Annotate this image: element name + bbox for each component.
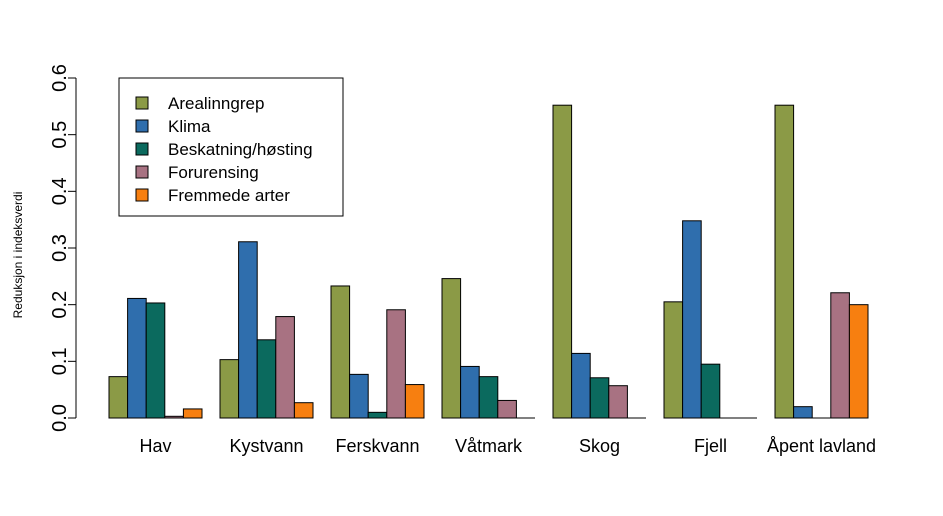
category-label-2: Ferskvann (335, 436, 419, 456)
category-label-3: Våtmark (455, 436, 523, 456)
category-label-5: Fjell (694, 436, 727, 456)
legend-label-3: Forurensing (168, 163, 259, 182)
bar-2-3 (386, 309, 406, 419)
category-label-4: Skog (579, 436, 620, 456)
legend-swatch-0 (135, 96, 149, 110)
legend-swatch-1 (135, 119, 149, 133)
bar-5-2 (700, 363, 721, 419)
bar-5-0 (663, 301, 684, 419)
y-tick-label-0: 0.0 (49, 404, 71, 432)
category-label-6: Åpent lavland (767, 436, 876, 456)
bar-4-3 (608, 385, 628, 419)
bar-2-4 (404, 384, 425, 419)
category-label-1: Kystvann (229, 436, 303, 456)
y-tick-label-1: 0.1 (49, 347, 71, 375)
legend: Arealinngrep Klima Beskatning/høsting Forur… (118, 77, 344, 217)
bar-3-2 (478, 376, 499, 419)
bar-0-4 (182, 408, 203, 419)
bar-3-1 (460, 365, 480, 419)
bar-6-4 (848, 304, 869, 419)
category-labels: Hav Kystvann Ferskvann Våtmark Skog Fjell Åpen… (139, 436, 876, 456)
legend-swatch-2 (135, 142, 149, 156)
bar-1-4 (293, 402, 314, 419)
y-tick-label-2: 0.2 (49, 291, 71, 319)
bar-4-2 (589, 377, 610, 419)
legend-label-2: Beskatning/høsting (168, 140, 313, 159)
category-label-0: Hav (139, 436, 171, 456)
y-tick-label-3: 0.3 (49, 234, 71, 262)
bar-1-0 (219, 359, 240, 419)
bars (108, 104, 869, 419)
y-tick-label-5: 0.5 (49, 121, 71, 149)
bar-2-2 (367, 411, 388, 419)
bar-5-1 (682, 220, 702, 419)
y-axis-label: Reduksjon i indeksverdi (11, 192, 25, 319)
legend-swatch-4 (135, 188, 149, 202)
bar-2-0 (330, 285, 351, 419)
bar-0-0 (108, 376, 129, 419)
bar-4-0 (552, 104, 573, 419)
bar-1-3 (275, 316, 295, 419)
bar-4-1 (571, 352, 591, 419)
bar-1-1 (238, 241, 258, 419)
legend-swatch-3 (135, 165, 149, 179)
bar-0-2 (145, 302, 166, 419)
bar-3-3 (497, 399, 517, 419)
legend-label-0: Arealinngrep (168, 94, 264, 113)
bar-1-2 (256, 339, 277, 419)
bar-6-3 (830, 292, 850, 419)
bar-2-1 (349, 373, 369, 419)
y-tick-label-4: 0.4 (49, 177, 71, 205)
bar-6-1 (793, 406, 813, 419)
bar-0-1 (127, 297, 147, 419)
legend-box (118, 77, 344, 217)
y-axis: 0.0 0.1 0.2 0.3 0.4 0.5 0.6 (49, 64, 77, 432)
legend-label-4: Fremmede arter (168, 186, 290, 205)
bar-3-0 (441, 278, 462, 419)
legend-label-1: Klima (168, 117, 211, 136)
y-tick-label-6: 0.6 (49, 64, 71, 92)
bar-6-0 (774, 104, 795, 419)
